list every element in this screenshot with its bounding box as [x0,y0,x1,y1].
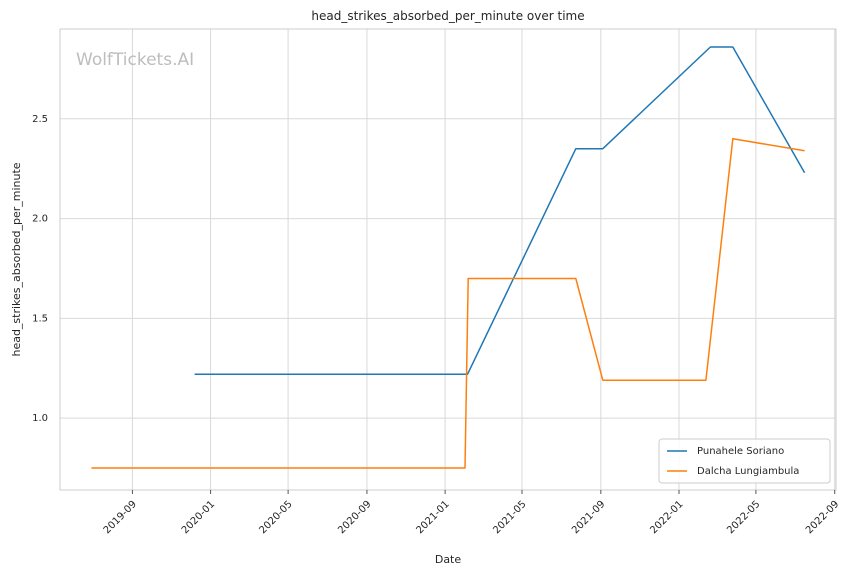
x-tick-label: 2021-01 [414,499,451,536]
x-tick-label: 2021-09 [570,499,607,536]
plot-frame [59,28,837,491]
legend-label-punahele-soriano: Punahele Soriano [697,446,784,457]
x-tick-label: 2020-05 [257,499,294,536]
x-tick-label: 2022-05 [725,499,762,536]
x-tick-label: 2022-09 [804,499,841,536]
y-tick-label: 2.5 [32,114,48,125]
legend-box [658,438,831,484]
x-tick-label: 2019-09 [102,499,139,536]
y-tick-label: 1.0 [32,413,48,424]
chart-title: head_strikes_absorbed_per_minute over ti… [311,9,584,23]
y-tick-label: 2.0 [32,214,48,225]
x-axis-label: Date [435,553,462,566]
x-tick-label: 2022-01 [648,499,685,536]
x-tick-label: 2020-09 [336,499,373,536]
series-line-punahele-soriano [194,46,806,376]
series-lines [91,46,806,469]
y-axis-label: head_strikes_absorbed_per_minute [10,162,23,356]
legend-label-dalcha-lungiambula: Dalcha Lungiambula [697,466,799,477]
y-tick-label: 1.5 [32,313,48,324]
series-line-dalcha-lungiambula [91,138,805,469]
legend: Punahele Soriano Dalcha Lungiambula [658,438,831,484]
x-tick-label: 2021-05 [491,499,528,536]
x-tick-label: 2020-01 [180,499,217,536]
watermark-text: WolfTickets.AI [76,50,194,70]
